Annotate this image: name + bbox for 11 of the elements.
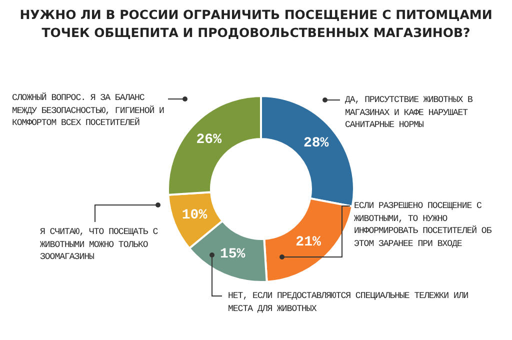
data-label: 10%	[182, 207, 208, 224]
chart-title: НУЖНО ЛИ В РОССИИ ОГРАНИЧИТЬ ПОСЕЩЕНИЕ С ПИТОМЦАМИ ТОЧЕК ОБЩЕПИТА И ПРОДОВОЛЬСТВЕННЫХ МАГАЗИНОВ?	[18, 6, 494, 42]
slice-label: ДА, ПРИСУТСТВИЕ ЖИВОТНЫХ В МАГАЗИНАХ И КАФЕ НАРУШАЕТ САНИТАРНЫЕ НОРМЫ	[345, 94, 474, 132]
slice-label: НЕТ, ЕСЛИ ПРЕДОСТАВЛЯЮТСЯ СПЕЦИАЛЬНЫЕ ТЕЛЕЖКИ ИЛИ МЕСТА ДЛЯ ЖИВОТНЫХ	[228, 290, 470, 315]
data-label: 21%	[296, 234, 322, 251]
data-label: 28%	[303, 135, 330, 152]
slice-label: Я СЧИТАЮ, ЧТО ПОСЕЩАТЬ С ЖИВОТНЫМИ МОЖНО ТОЛЬКО ЗООМАГАЗИНЫ	[40, 226, 159, 264]
data-label: 26%	[196, 132, 222, 148]
slice-label: ЕСЛИ РАЗРЕШЕНО ПОСЕЩЕНИЕ С ЖИВОТНЫМИ, ТО НУЖНО ИНФОРМИРОВАТЬ ПОСЕТИТЕЛЕЙ ОБ ЭТОМ ЗАРАНЕЕ ПРИ ВХОДЕ	[354, 200, 492, 250]
slice-label: СЛОЖНЫЙ ВОПРОС. Я ЗА БАЛАНС МЕЖДУ БЕЗОПАСНОСТЬЮ, ГИГИЕНОЙ И КОМФОРТОМ ВСЕХ ПОСЕТИТЕЛЕЙ	[12, 92, 164, 130]
data-label: 15%	[220, 246, 246, 263]
